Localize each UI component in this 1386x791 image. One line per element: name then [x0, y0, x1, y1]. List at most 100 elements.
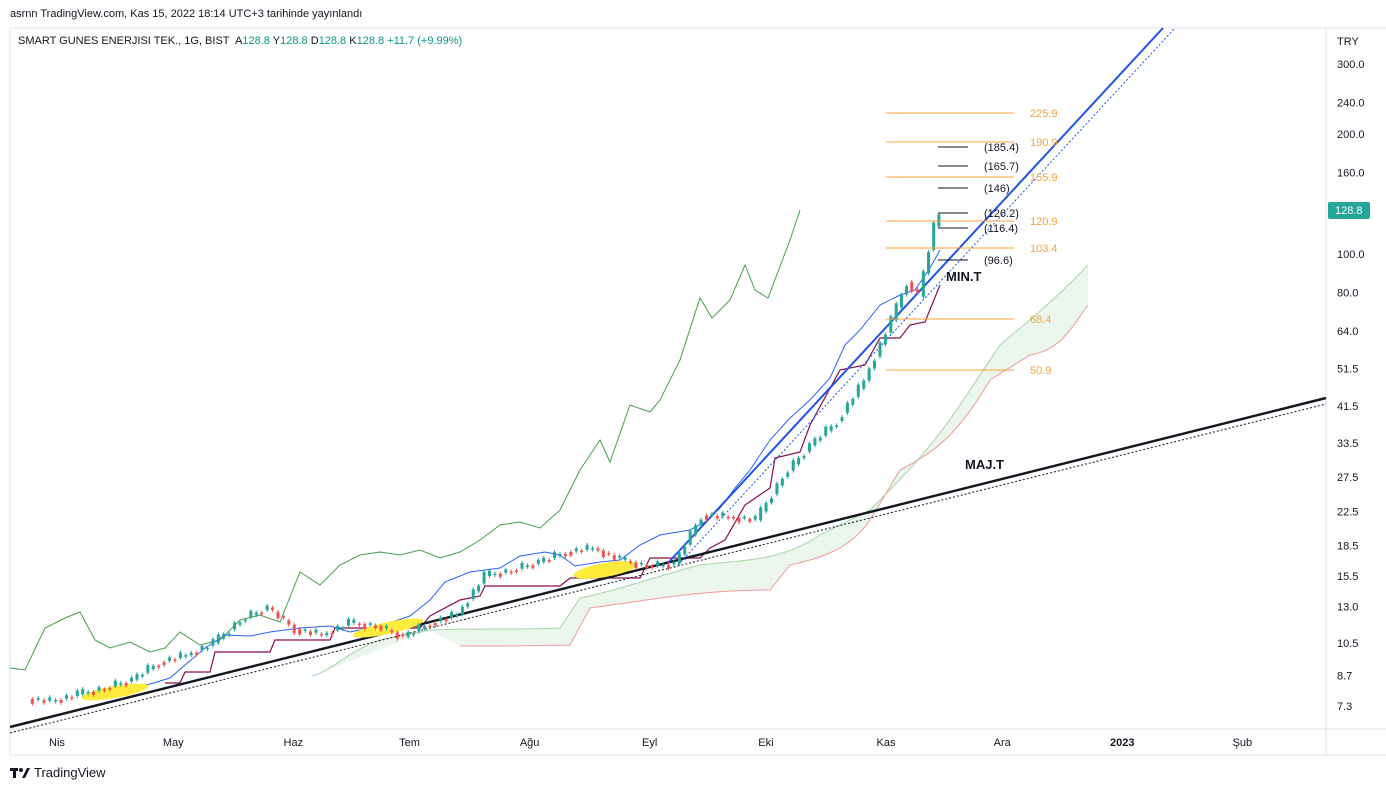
candle	[471, 589, 475, 600]
last-price-badge	[1328, 202, 1370, 219]
target-label: (126.2)	[984, 208, 1019, 220]
x-tick-label: May	[163, 737, 184, 749]
candle	[694, 525, 698, 535]
candle	[352, 619, 356, 624]
minor-trendline	[667, 27, 1164, 564]
y-tick-label: 80.0	[1337, 287, 1358, 299]
footer-brand: TradingView	[34, 765, 106, 780]
candle	[851, 398, 855, 405]
candle	[553, 551, 557, 558]
y-tick-label: 200.0	[1337, 129, 1365, 141]
candle	[64, 695, 68, 699]
fib-label: 155.9	[1030, 172, 1058, 184]
chikou-span	[9, 209, 801, 671]
candle	[818, 437, 822, 441]
candle	[336, 625, 340, 631]
candle	[30, 699, 34, 704]
candle	[368, 623, 372, 625]
candle	[558, 554, 562, 557]
candle	[119, 683, 123, 685]
high-key: Y	[272, 35, 281, 47]
fib-label: 50.9	[1030, 365, 1051, 377]
candle	[807, 443, 811, 452]
candle	[645, 564, 649, 569]
candle	[298, 628, 302, 635]
candle	[86, 691, 90, 694]
candle	[840, 417, 844, 421]
candle	[829, 425, 833, 431]
tradingview-logo-icon	[10, 767, 30, 778]
low-value: 128.8	[318, 35, 347, 47]
y-tick-label: 160.0	[1337, 168, 1365, 180]
candle	[281, 616, 285, 618]
candle	[238, 622, 242, 625]
candle	[314, 629, 318, 633]
y-tick-label: 8.7	[1337, 671, 1352, 683]
candle	[330, 632, 334, 635]
candle	[867, 368, 871, 381]
candle	[656, 561, 660, 566]
candle	[260, 612, 264, 615]
candle	[726, 516, 730, 519]
candle	[813, 438, 817, 446]
candle	[36, 698, 40, 700]
x-tick-label: 2023	[1110, 737, 1134, 749]
candle	[824, 426, 828, 436]
candle	[835, 425, 839, 427]
candle	[797, 457, 801, 465]
y-tick-label: 240.0	[1337, 98, 1365, 110]
candle	[265, 605, 269, 611]
candle	[412, 633, 416, 635]
candle	[227, 633, 231, 636]
last-price-label: 128.8	[1335, 205, 1363, 217]
x-axis: Nis May Haz Tem Ağu Eyl Eki Kas Ara 2023 Şub	[49, 737, 1252, 749]
y-tick-label: 300.0	[1337, 59, 1365, 71]
candle	[601, 550, 605, 558]
x-tick-label: Ağu	[520, 737, 540, 749]
candle	[70, 697, 74, 699]
fib-label: 190.9	[1030, 137, 1058, 149]
candle	[683, 546, 687, 555]
candle	[233, 622, 237, 630]
candle	[487, 570, 491, 576]
candle	[661, 564, 665, 567]
candle	[460, 606, 464, 615]
currency-label: TRY	[1337, 36, 1359, 48]
candle	[184, 655, 188, 657]
candle	[195, 652, 199, 655]
senkou-b-line	[459, 304, 1089, 647]
candle	[856, 384, 860, 397]
publish-header: asrnn TradingView.com, Kas 15, 2022 18:1…	[10, 8, 363, 20]
candle	[899, 294, 903, 308]
tenkan-sen	[129, 249, 941, 689]
candle	[894, 303, 898, 321]
candle	[97, 687, 101, 691]
candle	[618, 555, 622, 558]
candle	[742, 516, 746, 519]
candle	[384, 626, 388, 629]
candle	[292, 624, 296, 634]
candle	[482, 571, 486, 584]
candle	[357, 623, 361, 626]
candle	[721, 512, 725, 517]
y-axis: 300.0 240.0 200.0 160.0 100.0 80.0 64.0 51.5 41.…	[1337, 59, 1365, 713]
candle	[591, 548, 595, 550]
candle	[498, 573, 502, 577]
candle	[699, 519, 703, 526]
candle	[677, 552, 681, 565]
fib-label: 225.9	[1030, 108, 1058, 120]
candle	[379, 625, 383, 631]
candle	[92, 691, 96, 695]
candle	[916, 289, 920, 293]
candle	[319, 633, 323, 636]
footer[interactable]: TradingView	[10, 765, 106, 780]
symbol-legend: SMART GUNES ENERJISI TEK., 1G, BIST A128…	[18, 35, 462, 47]
candle	[905, 286, 909, 295]
candle	[401, 634, 405, 637]
candle	[433, 623, 437, 626]
candle	[444, 619, 448, 622]
x-tick-label: Haz	[284, 737, 304, 749]
x-tick-label: Eki	[758, 737, 773, 749]
candle	[623, 557, 627, 560]
